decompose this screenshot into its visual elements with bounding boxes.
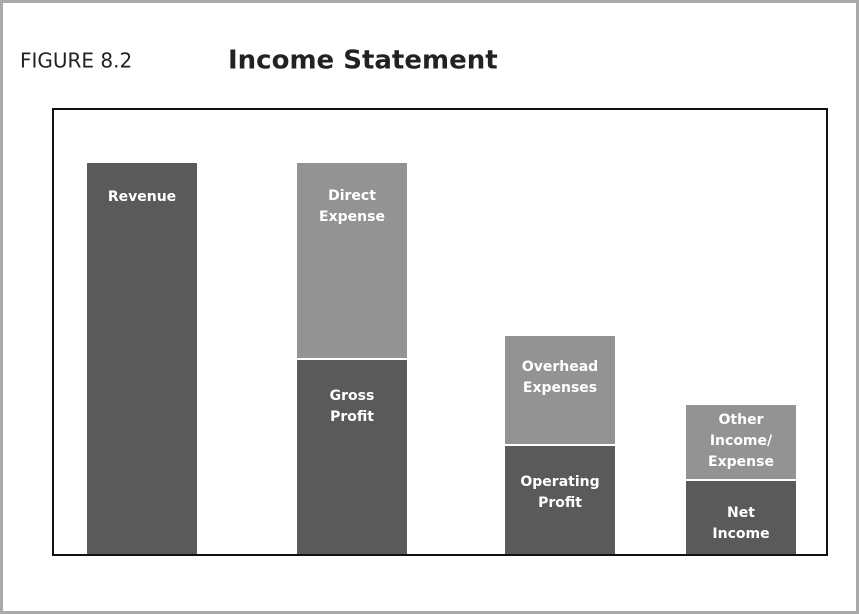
segment-label: Expenses <box>523 380 597 396</box>
segment-label: Income/ <box>710 433 773 449</box>
segment-label: Direct <box>328 188 376 204</box>
segment-label: Other <box>719 412 764 428</box>
segment-label: Profit <box>538 495 582 511</box>
bar-segment <box>297 163 407 358</box>
segment-label: Overhead <box>522 359 598 375</box>
figure-title: Income Statement <box>228 46 498 76</box>
segment-label: Profit <box>330 409 374 425</box>
segment-label: Revenue <box>108 189 176 205</box>
bar-segment <box>297 360 407 554</box>
segment-label: Expense <box>708 454 774 470</box>
segment-label: Gross <box>330 388 375 404</box>
bar-segment <box>686 405 796 479</box>
figure-label: FIGURE 8.2 <box>20 49 132 73</box>
segment-label: Net <box>727 505 755 521</box>
bar-segment <box>505 446 615 554</box>
segment-label: Income <box>712 526 769 542</box>
bar-segment <box>686 481 796 554</box>
segment-label: Operating <box>520 474 599 490</box>
bar-segment <box>505 336 615 444</box>
bar <box>87 163 197 554</box>
segment-label: Expense <box>319 209 385 225</box>
